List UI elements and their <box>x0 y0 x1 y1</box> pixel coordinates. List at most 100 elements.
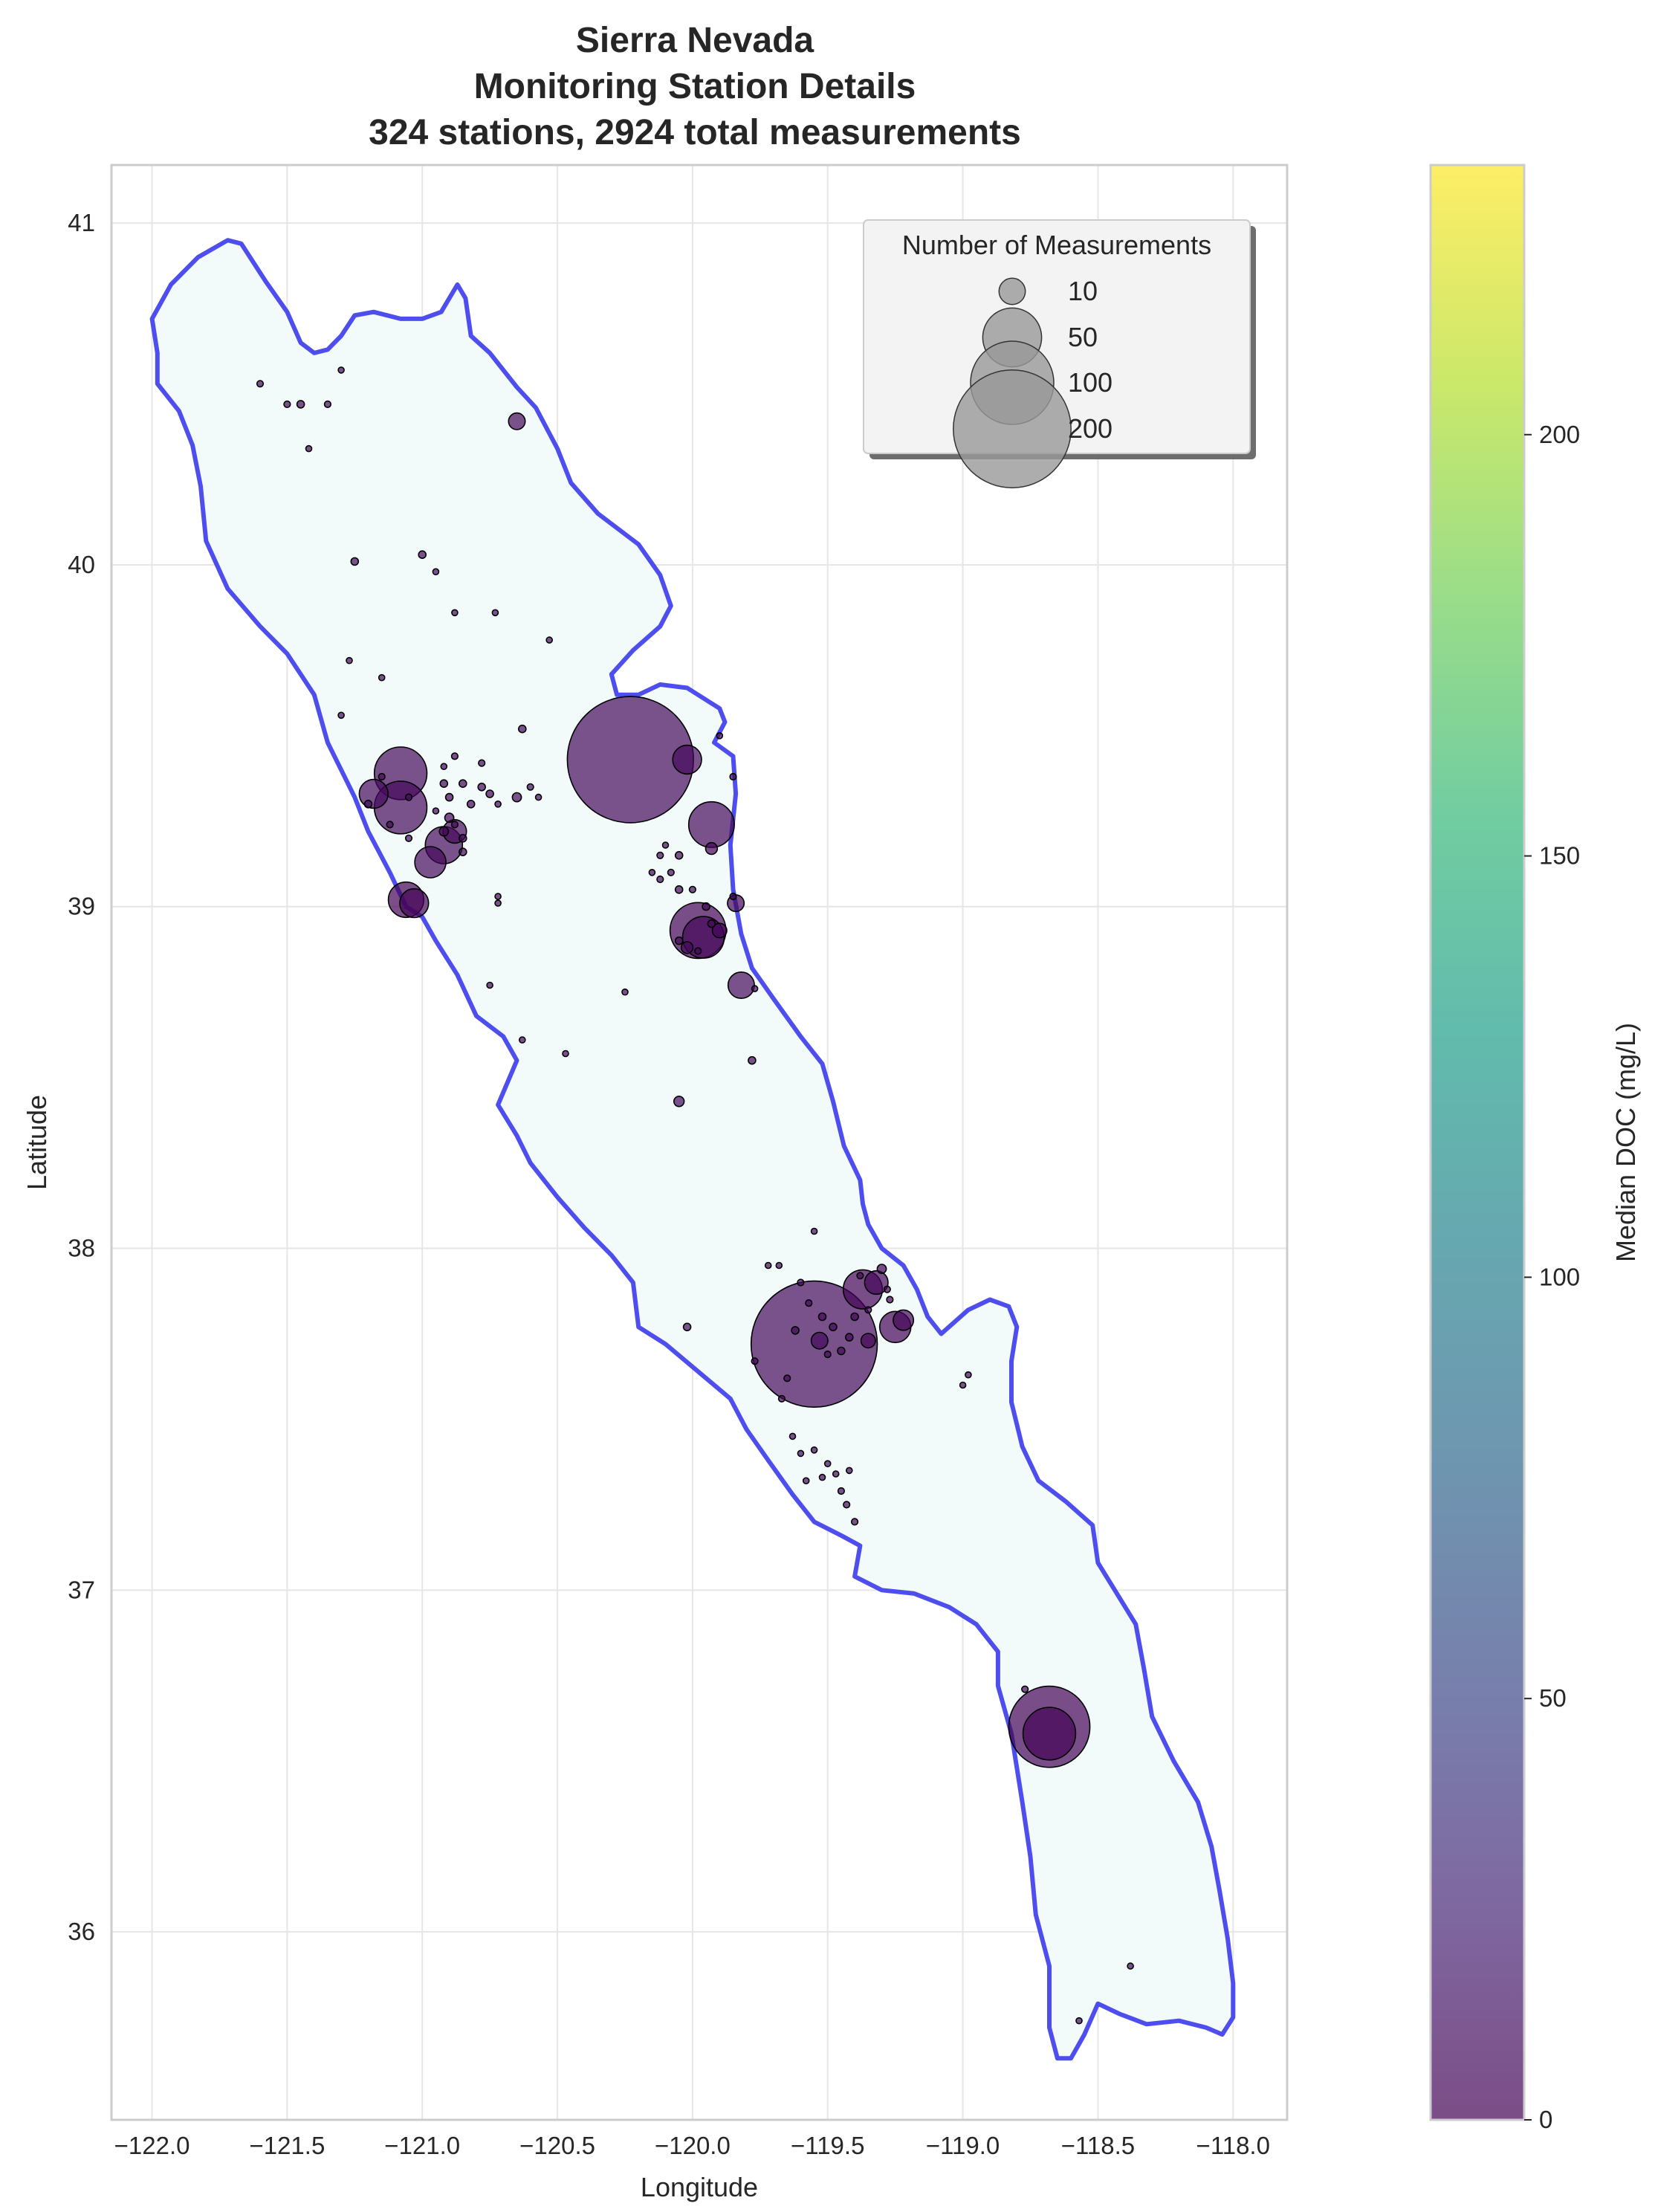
y-axis-ticks: 36 37 38 39 40 41 <box>68 209 95 1945</box>
station-point <box>674 936 684 945</box>
station-point <box>775 1261 783 1270</box>
station-point <box>1075 2017 1083 2025</box>
sierra-nevada-boundary <box>149 238 1236 2061</box>
station-point <box>682 1322 692 1332</box>
colorbar-gradient <box>1429 164 1526 2121</box>
station-point <box>886 1296 894 1304</box>
station-point <box>296 400 305 409</box>
x-tick-label: −118.5 <box>1061 2132 1135 2159</box>
colorbar: 0 50 100 150 200 Median DOC (mg/L) <box>1429 164 1641 2133</box>
chart-title: Sierra Nevada Monitoring Station Details… <box>369 21 1021 152</box>
station-point <box>667 868 675 876</box>
x-tick-label: −122.0 <box>114 2132 190 2159</box>
station-point <box>850 1312 859 1322</box>
station-point <box>716 731 724 740</box>
station-point <box>337 711 345 719</box>
colorbar-ticks: 0 50 100 150 200 <box>1524 421 1580 2133</box>
x-tick-label: −121.5 <box>249 2132 325 2159</box>
station-point <box>450 821 459 829</box>
station-point <box>837 1346 846 1356</box>
station-point <box>491 609 499 617</box>
station-point <box>702 902 710 911</box>
legend-title: Number of Measurements <box>902 230 1211 260</box>
title-line-2: Monitoring Station Details <box>474 67 916 106</box>
station-point <box>727 971 755 1000</box>
y-axis-label: Latitude <box>22 1095 52 1190</box>
station-point <box>764 1261 772 1270</box>
title-line-3: 324 stations, 2924 total measurements <box>369 113 1021 152</box>
colorbar-tick-label: 0 <box>1539 2106 1552 2133</box>
station-point <box>621 988 629 996</box>
station-point <box>477 783 487 792</box>
station-point <box>432 568 440 576</box>
x-tick-label: −120.0 <box>655 2132 731 2159</box>
x-tick-label: −118.0 <box>1196 2132 1270 2159</box>
station-point <box>661 841 670 849</box>
station-point <box>846 1466 853 1475</box>
station-point <box>494 801 502 808</box>
station-point <box>418 550 427 560</box>
station-point <box>818 1473 826 1481</box>
colorbar-tick-label: 150 <box>1539 842 1580 870</box>
station-point <box>707 919 716 928</box>
x-tick-label: −119.0 <box>926 2132 1000 2159</box>
station-point <box>440 763 448 770</box>
station-point <box>832 1470 840 1478</box>
station-point <box>672 744 702 775</box>
station-point <box>386 821 394 829</box>
station-point <box>783 1374 791 1382</box>
station-point <box>458 834 467 843</box>
x-axis-ticks: −122.0 −121.5 −121.0 −120.5 −120.0 −119.5 −119… <box>114 2132 1270 2159</box>
station-point <box>687 801 735 848</box>
legend-label-100: 100 <box>1068 367 1112 398</box>
station-point <box>444 812 455 824</box>
station-point <box>414 846 447 879</box>
station-point <box>729 772 737 781</box>
station-point <box>256 380 265 388</box>
station-point <box>1127 1962 1134 1970</box>
station-point <box>797 1278 805 1287</box>
station-point <box>439 779 449 788</box>
station-point <box>350 557 360 566</box>
size-legend: Number of Measurements 10 50 100 200 <box>863 219 1256 488</box>
station-point <box>458 779 467 788</box>
station-point <box>810 1227 818 1235</box>
station-point <box>845 1333 854 1342</box>
station-point <box>378 673 386 682</box>
legend-label-200: 200 <box>1068 413 1112 444</box>
colorbar-tick-label: 100 <box>1539 1263 1580 1290</box>
title-line-1: Sierra Nevada <box>576 21 814 60</box>
station-point <box>674 851 684 860</box>
station-point <box>458 847 467 856</box>
station-point <box>876 1264 887 1274</box>
station-point <box>705 841 719 856</box>
station-point <box>404 834 413 842</box>
legend-marker-10 <box>998 277 1026 305</box>
station-point <box>883 1285 891 1293</box>
legend-marker-200 <box>953 369 1072 488</box>
station-point <box>864 1306 872 1314</box>
station-point <box>656 875 664 884</box>
legend-label-10: 10 <box>1068 276 1098 306</box>
colorbar-tick-label: 50 <box>1539 1684 1567 1712</box>
station-point <box>1022 1707 1077 1761</box>
y-tick-label: 36 <box>68 1918 95 1945</box>
station-point <box>526 783 534 791</box>
station-point <box>751 1357 759 1365</box>
station-point <box>404 793 413 801</box>
station-point <box>711 922 728 939</box>
station-point <box>485 789 494 798</box>
station-point <box>323 400 332 409</box>
y-tick-label: 41 <box>68 209 95 236</box>
y-tick-label: 37 <box>68 1576 95 1603</box>
station-point <box>337 366 345 374</box>
x-tick-label: −121.0 <box>384 2132 460 2159</box>
station-point <box>817 1312 827 1322</box>
legend-label-50: 50 <box>1068 322 1098 352</box>
station-point <box>810 1331 829 1350</box>
station-point <box>751 985 759 992</box>
y-tick-label: 39 <box>68 893 95 920</box>
station-point <box>893 1309 915 1331</box>
colorbar-tick-label: 200 <box>1539 421 1580 448</box>
